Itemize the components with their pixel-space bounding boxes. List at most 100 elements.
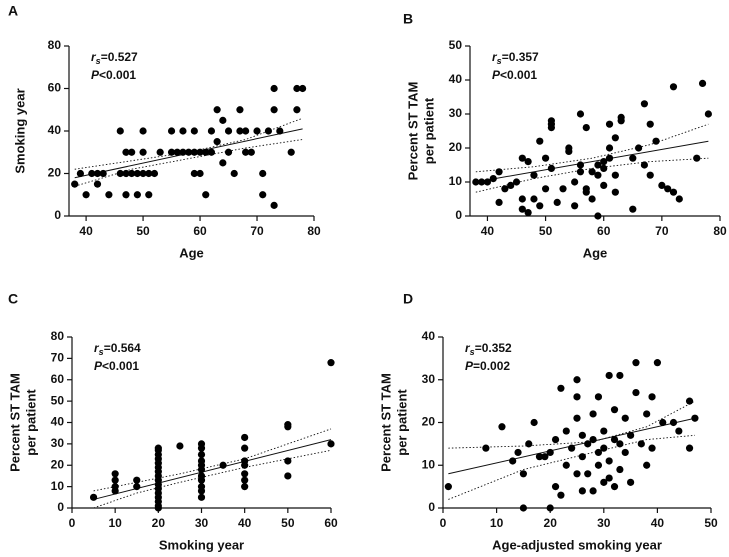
data-point — [88, 169, 96, 178]
data-point — [219, 159, 227, 167]
data-point — [646, 120, 654, 128]
data-point — [530, 195, 538, 203]
y-tick-label: 0 — [54, 208, 61, 222]
data-point — [616, 440, 624, 448]
data-point — [519, 504, 528, 512]
data-point — [600, 158, 608, 166]
data-point — [571, 202, 579, 210]
x-axis-label: Smoking year — [159, 537, 244, 552]
y-tick-label: 20 — [449, 140, 463, 154]
y-axis-label: Percent ST TAM — [405, 82, 420, 181]
data-point — [584, 440, 592, 448]
data-point — [264, 127, 273, 135]
data-point — [610, 483, 619, 491]
data-point — [605, 120, 614, 128]
data-point — [524, 209, 532, 217]
data-point — [621, 414, 629, 422]
data-point — [284, 472, 292, 480]
data-point — [553, 198, 561, 206]
data-point — [632, 359, 640, 367]
data-point — [242, 148, 250, 156]
y-tick-label: 50 — [449, 38, 463, 52]
data-point — [616, 465, 624, 474]
x-tick-label: 80 — [713, 224, 727, 238]
data-point — [621, 448, 629, 457]
data-point — [284, 421, 292, 429]
y-tick-label: 80 — [48, 38, 62, 52]
data-point — [594, 161, 602, 169]
y-axis-label: per patient — [421, 97, 436, 164]
data-point — [594, 448, 603, 457]
data-point — [489, 175, 497, 183]
data-point — [482, 444, 490, 452]
data-point — [270, 106, 278, 114]
data-point — [635, 144, 643, 152]
data-point — [669, 418, 678, 427]
x-tick-label: 80 — [307, 224, 321, 238]
data-point — [202, 148, 210, 156]
data-point — [640, 100, 649, 108]
y-tick-label: 80 — [51, 329, 65, 343]
data-point — [514, 448, 522, 457]
data-point — [643, 410, 651, 418]
confidence-band-upper — [74, 117, 303, 170]
confidence-band-lower — [93, 449, 332, 509]
data-point — [594, 212, 602, 220]
x-tick-label: 30 — [597, 516, 611, 530]
data-point — [685, 397, 694, 405]
panel-label: C — [8, 291, 18, 307]
data-point — [207, 127, 216, 135]
data-point — [589, 410, 597, 418]
data-point — [632, 388, 640, 397]
data-point — [93, 180, 102, 188]
data-point — [213, 138, 221, 146]
y-tick-label: 0 — [57, 500, 64, 514]
r-symbol: r — [492, 50, 498, 64]
data-point — [659, 418, 667, 427]
data-point — [588, 195, 596, 203]
data-point — [185, 148, 193, 156]
data-point — [501, 185, 509, 193]
data-point — [197, 457, 206, 465]
data-point — [241, 483, 249, 491]
data-point — [610, 436, 619, 444]
y-axis-label: Percent ST TAM — [378, 373, 393, 472]
data-point — [173, 148, 181, 156]
data-point — [559, 185, 567, 193]
data-point — [698, 79, 707, 87]
data-point — [693, 154, 701, 162]
y-tick-label: 10 — [422, 457, 436, 471]
data-point — [196, 169, 204, 178]
y-tick-label: 40 — [51, 415, 65, 429]
data-point — [611, 171, 619, 179]
correlation-coefficient: rs=0.564 — [94, 341, 141, 357]
data-point — [111, 483, 119, 491]
data-point — [629, 205, 637, 213]
data-point — [139, 148, 147, 156]
y-tick-label: 40 — [48, 123, 62, 137]
data-point — [190, 148, 198, 156]
data-point — [145, 169, 153, 178]
data-point — [547, 124, 555, 132]
data-point — [154, 444, 162, 452]
data-point — [600, 478, 608, 486]
data-point — [573, 376, 581, 384]
data-point — [536, 202, 544, 210]
data-point — [122, 169, 130, 178]
data-point — [551, 436, 560, 444]
data-point — [167, 127, 176, 135]
data-point — [167, 148, 176, 156]
data-point — [197, 483, 206, 491]
data-point — [518, 205, 526, 213]
x-tick-label: 40 — [79, 224, 93, 238]
p-value: P<0.001 — [91, 68, 136, 82]
data-point — [669, 188, 678, 196]
data-point — [573, 470, 581, 478]
y-tick-label: 30 — [449, 106, 463, 120]
data-point — [648, 444, 656, 452]
data-point — [133, 476, 141, 484]
data-point — [128, 169, 136, 178]
y-tick-label: 0 — [455, 208, 462, 222]
data-point — [444, 483, 452, 491]
data-point — [582, 124, 590, 132]
